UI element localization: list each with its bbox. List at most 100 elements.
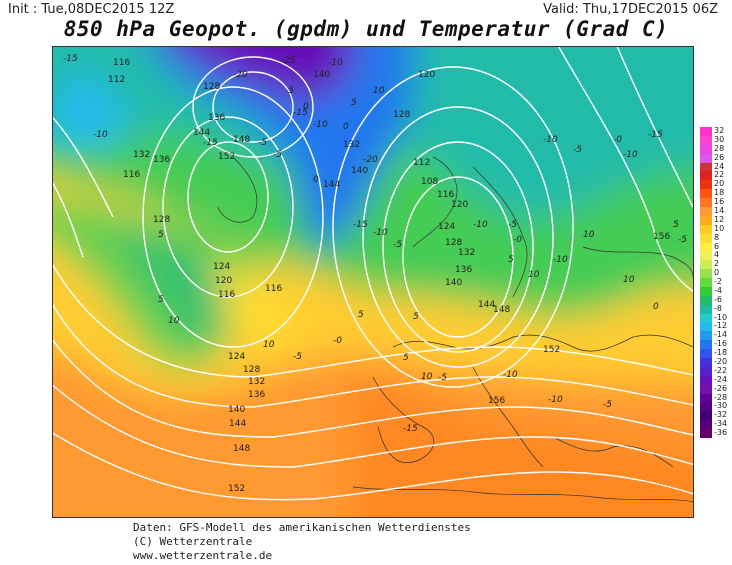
- colorbar-label: -14: [714, 330, 728, 340]
- colorbar-segment: [700, 304, 712, 315]
- colorbar-label: 26: [714, 152, 725, 162]
- temperature-label: -0: [333, 336, 342, 346]
- temperature-label: 5: [403, 353, 409, 363]
- temperature-label: 5: [413, 312, 419, 322]
- colorbar-label: -28: [714, 392, 728, 402]
- temperature-label: -15: [648, 130, 663, 140]
- temperature-label: -10: [553, 255, 568, 265]
- colorbar-segment: [700, 375, 712, 386]
- geopotential-label: 132: [458, 248, 475, 258]
- temperature-label: -15: [293, 108, 308, 118]
- colorbar-segment: [700, 295, 712, 306]
- colorbar-label: 6: [714, 241, 720, 251]
- colorbar-label: 12: [714, 214, 725, 224]
- colorbar-segment: [700, 242, 712, 252]
- colorbar-label: -36: [714, 428, 728, 438]
- geopotential-label: 108: [421, 177, 438, 187]
- geopotential-label: 140: [351, 166, 368, 176]
- colorbar-label: 20: [714, 179, 725, 189]
- geopotential-label: 120: [215, 276, 232, 286]
- temperature-label: -5: [258, 138, 267, 148]
- temperature-label: 10: [583, 230, 595, 240]
- colorbar-label: 8: [714, 232, 720, 242]
- colorbar-label: 14: [714, 205, 725, 215]
- temperature-colorbar: [700, 127, 712, 439]
- temperature-label: -5: [508, 220, 517, 230]
- geopotential-label: 140: [228, 405, 245, 415]
- temperature-label: 10: [623, 275, 635, 285]
- weather-map: 116 112 128 136 140 120 128 144 148 152 132 140 144 1…: [52, 46, 694, 518]
- temperature-label: -10: [313, 120, 328, 130]
- geopotential-label: 136: [455, 265, 472, 275]
- colorbar-label: -12: [714, 321, 728, 331]
- colorbar-segment: [700, 420, 712, 430]
- temperature-label: -10: [548, 395, 563, 405]
- geopotential-label: 116: [113, 58, 130, 68]
- temperature-label: 5: [508, 255, 514, 265]
- geopotential-label: 128: [203, 82, 220, 92]
- colorbar-label: -4: [714, 285, 722, 295]
- colorbar-label: 30: [714, 134, 725, 144]
- geopotential-label: 132: [248, 377, 265, 387]
- temperature-label: -0: [613, 135, 622, 145]
- colorbar-label: -34: [714, 419, 728, 429]
- geopotential-label: 116: [437, 190, 454, 200]
- colorbar-segment: [700, 189, 712, 199]
- geopotential-label: 156: [488, 396, 505, 406]
- temperature-label: -5: [438, 373, 447, 383]
- map-title: 850 hPa Geopot. (gpdm) und Temperatur (G…: [63, 17, 669, 41]
- colorbar-segment: [700, 260, 712, 270]
- colorbar-segment: [700, 144, 712, 155]
- colorbar-segment: [700, 411, 712, 421]
- colorbar-label: 0: [714, 268, 720, 278]
- colorbar-segment: [700, 429, 712, 439]
- colorbar-label: -18: [714, 348, 728, 358]
- coastlines: [217, 156, 693, 503]
- geopotential-label: 148: [493, 305, 510, 315]
- footer-copyright: (C) Wetterzentrale: [133, 535, 253, 548]
- temperature-label: 5: [158, 230, 164, 240]
- temperature-label: -20: [363, 155, 378, 165]
- valid-time-label: Valid: Thu,17DEC2015 06Z: [543, 2, 718, 17]
- geopotential-label: 116: [123, 170, 140, 180]
- temperature-label: -15: [63, 54, 78, 64]
- colorbar-segment: [700, 135, 712, 146]
- geopotential-label: 112: [108, 75, 125, 85]
- colorbar-segment: [700, 278, 712, 288]
- geopotential-label: 152: [228, 484, 245, 494]
- temperature-label: -5: [573, 145, 582, 155]
- geopotential-label: 124: [228, 352, 245, 362]
- temperature-label: 0: [313, 175, 319, 185]
- temperature-label: -25: [281, 56, 296, 66]
- colorbar-segment: [700, 358, 712, 368]
- temperature-label: -15: [403, 424, 418, 434]
- geopotential-label: 152: [218, 152, 235, 162]
- colorbar-label: 4: [714, 250, 720, 260]
- temperature-label: 5: [358, 310, 364, 320]
- geopotential-label: 128: [393, 110, 410, 120]
- colorbar-label: 16: [714, 197, 725, 207]
- geopotential-label: 136: [208, 113, 225, 123]
- colorbar-segment: [700, 153, 712, 164]
- colorbar-segment: [700, 331, 712, 341]
- colorbar-label: -30: [714, 401, 728, 411]
- colorbar-label: -32: [714, 410, 728, 420]
- colorbar-label: -20: [714, 357, 728, 367]
- temperature-label: 0: [343, 122, 349, 132]
- temperature-label: -5: [293, 352, 302, 362]
- temperature-field: [53, 47, 693, 517]
- geopotential-label: 128: [445, 238, 462, 248]
- temperature-label: -15: [203, 138, 218, 148]
- temperature-label: 5: [673, 220, 679, 230]
- temperature-label: 10: [528, 270, 540, 280]
- colorbar-segment: [700, 366, 712, 377]
- colorbar-label: -22: [714, 365, 728, 375]
- colorbar-label: -24: [714, 374, 728, 384]
- colorbar-label: 18: [714, 188, 725, 198]
- geopotential-label: 144: [229, 419, 246, 429]
- temperature-label: -10: [543, 135, 558, 145]
- colorbar-segment: [700, 269, 712, 279]
- temperature-label: -10: [473, 220, 488, 230]
